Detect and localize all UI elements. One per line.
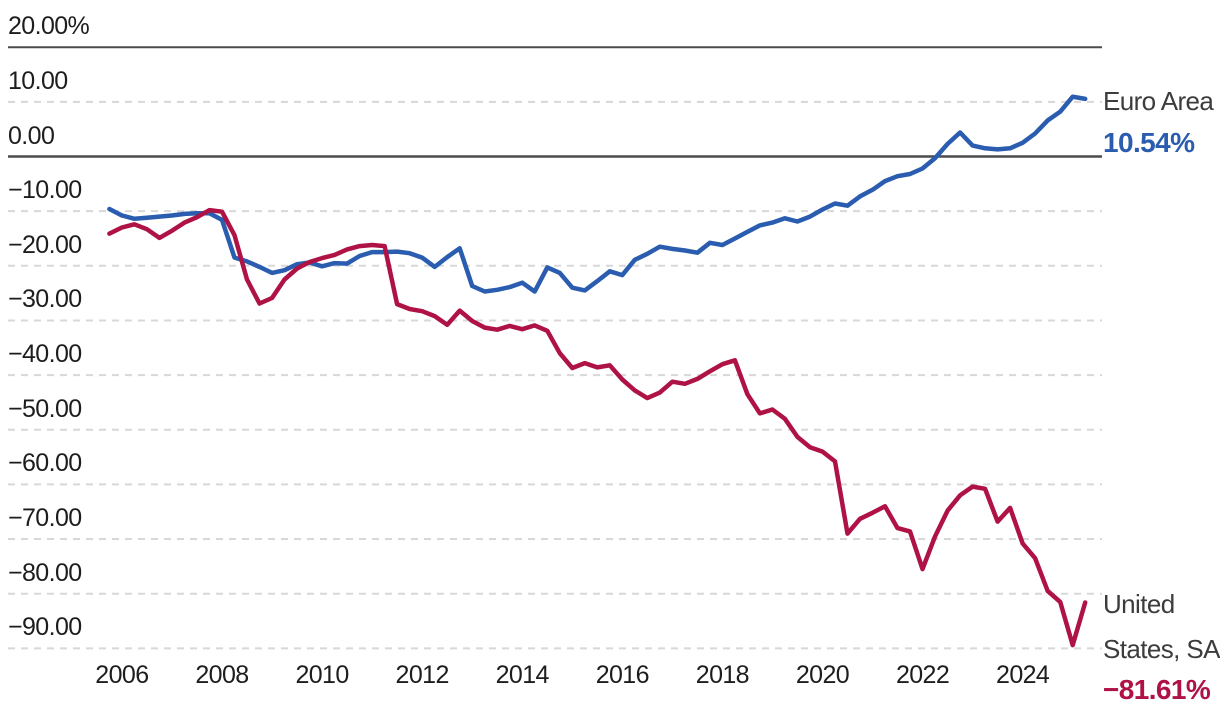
series-line-united-states [107, 207, 1088, 648]
x-tick-label-2022: 2022 [895, 661, 950, 689]
y-tick-label--20: −20.00 [8, 230, 82, 259]
x-tick-label-2016: 2016 [595, 661, 650, 689]
y-tick-label--90: −90.00 [8, 613, 82, 642]
y-tick-label--10: −10.00 [8, 176, 82, 205]
y-tick-label--60: −60.00 [8, 449, 82, 478]
x-tick-label-2010: 2010 [295, 661, 349, 689]
y-tick-label--80: −80.00 [8, 558, 82, 587]
y-tick-label-10: 10.00 [8, 66, 68, 95]
series-end-value-euro-area: 10.54% [1103, 126, 1195, 158]
x-tick-label-2024: 2024 [996, 661, 1050, 689]
series-label-united-states-line1: United [1103, 589, 1175, 620]
series-label-united-states-line2: States, SA [1103, 634, 1220, 665]
x-tick-label-2014: 2014 [495, 661, 550, 689]
x-tick-label-2012: 2012 [395, 661, 450, 689]
y-tick-label-20: 20.00% [8, 12, 90, 41]
y-tick-label--50: −50.00 [8, 394, 82, 423]
series-end-value-united-states: −81.61% [1103, 674, 1211, 706]
x-tick-label-2006: 2006 [95, 661, 149, 689]
series-label-euro-area: Euro Area [1103, 85, 1214, 116]
y-tick-label--70: −70.00 [8, 504, 82, 533]
y-tick-label-0: 0.00 [8, 121, 55, 150]
x-tick-label-2018: 2018 [695, 661, 750, 689]
x-tick-label-2008: 2008 [195, 661, 249, 689]
series-line-euro-area [107, 94, 1088, 294]
y-tick-label--30: −30.00 [8, 285, 82, 314]
y-tick-label--40: −40.00 [8, 340, 82, 369]
x-tick-label-2020: 2020 [795, 661, 850, 689]
